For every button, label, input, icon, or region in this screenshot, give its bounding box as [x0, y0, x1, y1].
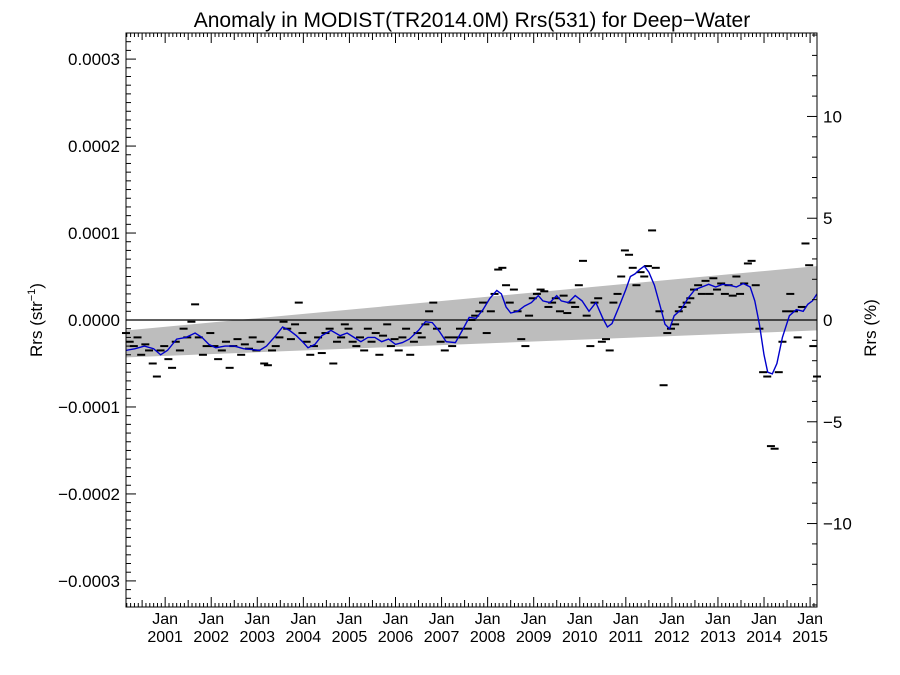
- x-axis: Jan2001Jan2002Jan2003Jan2004Jan2005Jan20…: [126, 33, 828, 646]
- x-tick-month-label: Jan: [567, 611, 593, 628]
- x-tick-year-label: 2014: [746, 629, 782, 646]
- left-tick-label: −0.0001: [58, 398, 120, 417]
- x-tick-year-label: 2006: [378, 629, 414, 646]
- x-tick-year-label: 2010: [562, 629, 598, 646]
- x-tick-year-label: 2001: [147, 629, 183, 646]
- x-tick-month-label: Jan: [659, 611, 685, 628]
- x-tick-year-label: 2008: [470, 629, 506, 646]
- x-tick-year-label: 2013: [700, 629, 736, 646]
- x-tick-month-label: Jan: [797, 611, 823, 628]
- x-tick-month-label: Jan: [429, 611, 455, 628]
- right-tick-label: 10: [823, 107, 842, 126]
- x-tick-month-label: Jan: [383, 611, 409, 628]
- x-tick-month-label: Jan: [337, 611, 363, 628]
- x-tick-month-label: Jan: [521, 611, 547, 628]
- x-tick-month-label: Jan: [475, 611, 501, 628]
- left-tick-label: 0.0002: [68, 137, 120, 156]
- right-y-axis-label: Rrs (%): [861, 299, 880, 357]
- x-tick-year-label: 2007: [424, 629, 460, 646]
- right-tick-label: 5: [823, 209, 832, 228]
- left-y-axis: 0.0003 0.0002 0.0001 0.0000 −0.0001 −0.0002 −0…: [58, 32, 136, 608]
- right-y-axis: 10 5 0 −5 −10: [807, 34, 852, 606]
- left-tick-label: 0.0000: [68, 311, 120, 330]
- x-tick-year-label: 2005: [332, 629, 368, 646]
- x-tick-year-label: 2002: [193, 629, 229, 646]
- left-tick-label: 0.0001: [68, 224, 120, 243]
- x-tick-year-label: 2012: [654, 629, 690, 646]
- x-tick-year-label: 2009: [516, 629, 552, 646]
- left-tick-label: −0.0003: [58, 572, 120, 591]
- monthly-anomaly-points: [122, 229, 821, 450]
- trend-band-polygon: [126, 266, 817, 358]
- x-tick-month-label: Jan: [198, 611, 224, 628]
- x-tick-year-label: 2011: [609, 629, 644, 646]
- left-tick-label: 0.0003: [68, 50, 120, 69]
- x-tick-year-label: 2004: [286, 629, 322, 646]
- x-tick-year-label: 2015: [792, 629, 828, 646]
- x-tick-month-label: Jan: [290, 611, 316, 628]
- x-tick-month-label: Jan: [751, 611, 777, 628]
- trend-confidence-band: [126, 266, 817, 358]
- right-tick-label: −5: [823, 413, 842, 432]
- x-tick-month-label: Jan: [152, 611, 178, 628]
- chart-title: Anomaly in MODIST(TR2014.0M) Rrs(531) fo…: [194, 9, 750, 32]
- right-tick-label: 0: [823, 311, 832, 330]
- left-tick-label: −0.0002: [58, 485, 120, 504]
- x-tick-month-label: Jan: [244, 611, 270, 628]
- x-tick-year-label: 2003: [239, 629, 275, 646]
- x-tick-month-label: Jan: [705, 611, 731, 628]
- right-tick-label: −10: [823, 515, 852, 534]
- left-y-axis-label: Rrs (str−1): [26, 283, 46, 357]
- x-tick-month-label: Jan: [613, 611, 639, 628]
- smoothed-anomaly-series: [125, 265, 818, 375]
